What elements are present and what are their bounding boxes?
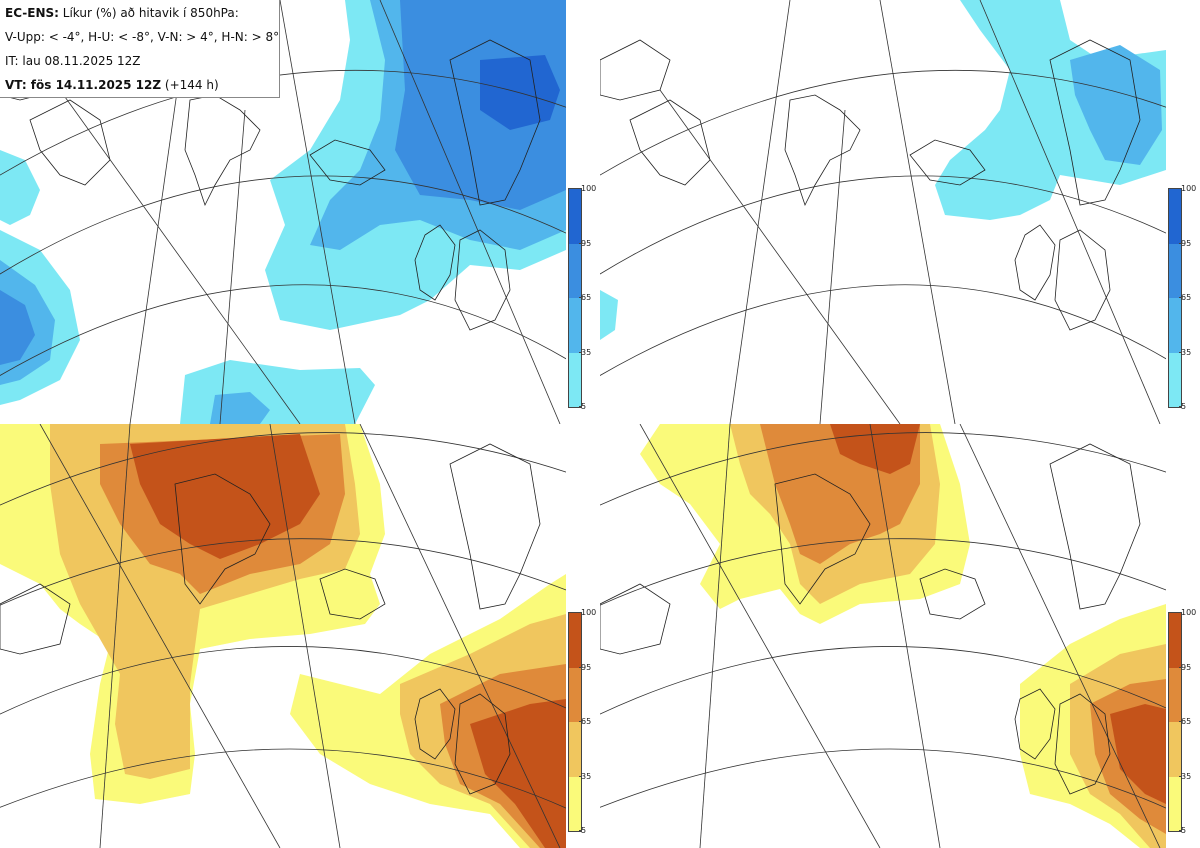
lead-time: (+144 h) — [164, 78, 219, 92]
colorbar-cold-upper-right: 100 95 65 35 5 — [1168, 184, 1200, 411]
colorbar-segment — [569, 298, 581, 353]
colorbar-segment — [569, 667, 581, 722]
colorbar-gradient — [1168, 612, 1182, 832]
colorbar-tick-label: 65 — [1178, 717, 1192, 726]
colorbar-segment — [1169, 722, 1181, 777]
map-title: Líkur (%) að hitavik í 850hPa: — [62, 6, 239, 20]
colorbar-segment — [569, 189, 581, 244]
colorbar-segment — [569, 776, 581, 831]
colorbar-segment — [1169, 776, 1181, 831]
colorbar-warm-lower-right: 100 95 65 35 5 — [1168, 608, 1200, 835]
colorbar-segment — [1169, 298, 1181, 353]
colorbar-tick-label: 5 — [578, 402, 587, 411]
colorbar-tick-label: 35 — [1178, 771, 1192, 781]
title-line: EC-ENS: Líkur (%) að hitavik í 850hPa: — [5, 6, 274, 30]
colorbar-tick-label: 35 — [578, 771, 592, 781]
colorbar-tick-label: 95 — [1178, 238, 1192, 248]
colorbar-tick-label: 35 — [1178, 347, 1192, 357]
colorbar-segment — [1169, 243, 1181, 298]
map-panel-lower-right — [600, 424, 1166, 848]
map-panel-lower-left — [0, 424, 566, 848]
colorbar-segment — [1169, 352, 1181, 407]
colorbar-segment — [569, 722, 581, 777]
colorbar-gradient — [568, 612, 582, 832]
colorbar-tick-label: 95 — [578, 238, 592, 248]
map-info-box: EC-ENS: Líkur (%) að hitavik í 850hPa: V… — [0, 0, 280, 98]
colorbar-tick-label: 100 — [578, 608, 597, 617]
map-panel-upper-left: EC-ENS: Líkur (%) að hitavik í 850hPa: V… — [0, 0, 566, 424]
thresholds-line: V-Upp: < -4°, H-U: < -8°, V-N: > 4°, H-N… — [5, 30, 280, 44]
valid-time: VT: fös 14.11.2025 12Z — [5, 78, 162, 92]
probability-map-cold-4 — [0, 0, 566, 424]
colorbar-warm-lower-left: 100 95 65 35 5 — [568, 608, 602, 835]
colorbar-segment — [569, 613, 581, 668]
colorbar-tick-label: 5 — [1178, 826, 1187, 835]
colorbar-segment — [569, 243, 581, 298]
colorbar-gradient — [1168, 188, 1182, 408]
colorbar-segment — [1169, 189, 1181, 244]
colorbar-cold-upper-left: 100 95 65 35 5 — [568, 184, 602, 411]
probability-map-warm-4 — [0, 424, 566, 848]
colorbar-tick-label: 5 — [1178, 402, 1187, 411]
colorbar-segment — [1169, 667, 1181, 722]
colorbar-tick-label: 100 — [578, 184, 597, 193]
colorbar-segment — [569, 352, 581, 407]
probability-map-warm-8 — [600, 424, 1166, 848]
colorbar-tick-label: 65 — [578, 717, 592, 726]
colorbar-gradient — [568, 188, 582, 408]
colorbar-tick-label: 65 — [578, 293, 592, 302]
colorbar-tick-label: 100 — [1178, 608, 1197, 617]
colorbar-segment — [1169, 613, 1181, 668]
probability-map-cold-8 — [600, 0, 1166, 424]
init-time: IT: lau 08.11.2025 12Z — [5, 54, 141, 68]
model-name: EC-ENS: — [5, 6, 59, 20]
colorbar-tick-label: 5 — [578, 826, 587, 835]
valid-time-line: VT: fös 14.11.2025 12Z (+144 h) — [5, 78, 274, 102]
map-panel-upper-right — [600, 0, 1166, 424]
colorbar-tick-label: 35 — [578, 347, 592, 357]
colorbar-tick-label: 65 — [1178, 293, 1192, 302]
colorbar-tick-label: 95 — [1178, 662, 1192, 672]
colorbar-tick-label: 95 — [578, 662, 592, 672]
colorbar-tick-label: 100 — [1178, 184, 1197, 193]
